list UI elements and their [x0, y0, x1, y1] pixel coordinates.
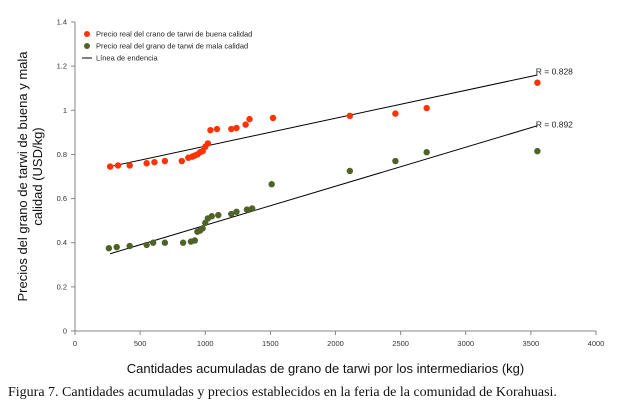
- data-point-series-1: [208, 213, 215, 220]
- y-tick-label: 1.4: [57, 18, 67, 27]
- data-point-series-1: [126, 242, 133, 250]
- legend-marker: [84, 31, 90, 37]
- label-layer: Cantidades acumuladas de grano de tarwi …: [15, 51, 524, 376]
- data-point-series-0: [534, 79, 541, 86]
- data-point-series-1: [392, 157, 399, 165]
- data-point-series-1: [179, 239, 187, 246]
- r-value-label: R = 0.892: [536, 120, 573, 130]
- data-point-series-0: [204, 140, 212, 147]
- data-point-series-0: [233, 124, 240, 132]
- x-tick-label: 3000: [457, 339, 474, 348]
- x-tick-label: 0: [73, 339, 77, 348]
- trendline-1: [110, 125, 538, 255]
- data-point-series-0: [269, 114, 277, 122]
- data-point-series-0: [242, 121, 249, 128]
- r-value-label: R = 0.828: [536, 67, 573, 77]
- legend-label: Precio real del grano de tarwi de mala c…: [96, 42, 248, 51]
- data-point-series-1: [191, 237, 199, 244]
- y-tick-label: 1.2: [57, 62, 67, 71]
- data-point-series-1: [215, 211, 222, 219]
- data-point-series-1: [346, 167, 354, 175]
- data-point-series-0: [106, 163, 114, 170]
- data-point-series-0: [423, 104, 430, 112]
- data-point-series-1: [161, 239, 169, 246]
- x-axis-label: Cantidades acumuladas de grano de tarwi …: [127, 361, 524, 376]
- legend: Precio real del crano de tarwi de buena …: [82, 30, 252, 63]
- y-axis-label-line: calidad (USD/kg): [30, 127, 45, 225]
- figure-caption: Figura 7. Cantidades acumuladas y precio…: [8, 385, 557, 400]
- data-point-series-1: [105, 245, 113, 252]
- y-axis-label-line: Precios del grano de tarwi de buena y ma…: [15, 51, 30, 302]
- data-point-series-0: [161, 157, 169, 165]
- y-tick-label: 0.4: [57, 238, 67, 247]
- data-point-series-1: [228, 210, 235, 218]
- x-tick-label: 1000: [197, 339, 214, 348]
- x-tick-label: 2500: [392, 339, 409, 348]
- x-tick-label: 1500: [262, 339, 279, 348]
- data-point-series-1: [113, 243, 120, 251]
- axis-layer: 0 0.2 0.4 0.6 0.8 1 1.2 1.4 0 500 1000 1500 2000 2500…: [57, 18, 605, 349]
- data-point-series-1: [199, 225, 206, 232]
- legend-label: Precio real del crano de tarwi de buena …: [96, 30, 252, 39]
- data-point-series-1: [243, 206, 251, 213]
- data-point-series-0: [207, 126, 214, 134]
- data-point-series-1: [233, 208, 240, 216]
- data-point-series-1: [143, 241, 150, 249]
- trendline-layer: R = 0.828 R = 0.892: [110, 67, 573, 255]
- trendline-0: [110, 74, 538, 168]
- data-point-series-0: [228, 125, 235, 133]
- x-tick-label: 3500: [523, 339, 540, 348]
- x-tick-label: 500: [134, 339, 147, 348]
- data-point-series-0: [246, 115, 253, 123]
- legend-label: Línea de endencia: [96, 54, 159, 63]
- y-tick-label: 0: [63, 327, 67, 336]
- x-tick-label: 4000: [588, 339, 605, 348]
- data-point-series-1: [268, 181, 275, 188]
- x-tick-label: 2000: [327, 339, 344, 348]
- data-point-series-0: [392, 110, 399, 117]
- data-point-series-0: [178, 157, 186, 165]
- y-tick-label: 0.6: [57, 194, 67, 203]
- y-tick-label: 0.8: [57, 150, 67, 159]
- data-point-series-1: [248, 205, 256, 212]
- data-point-series-0: [114, 162, 122, 169]
- data-point-series-1: [534, 147, 541, 155]
- data-point-series-0: [126, 162, 133, 169]
- data-point-series-0: [346, 112, 354, 120]
- data-point-series-0: [143, 160, 150, 167]
- data-point-layer: [105, 79, 541, 252]
- data-point-series-1: [149, 239, 157, 246]
- data-point-series-0: [213, 125, 221, 133]
- data-point-series-0: [151, 158, 158, 166]
- y-tick-label: 1: [63, 106, 67, 115]
- legend-marker: [84, 43, 90, 49]
- data-point-series-1: [423, 149, 430, 156]
- y-axis-label: Precios del grano de tarwi de buena y ma…: [15, 51, 45, 302]
- y-tick-label: 0.2: [57, 282, 67, 291]
